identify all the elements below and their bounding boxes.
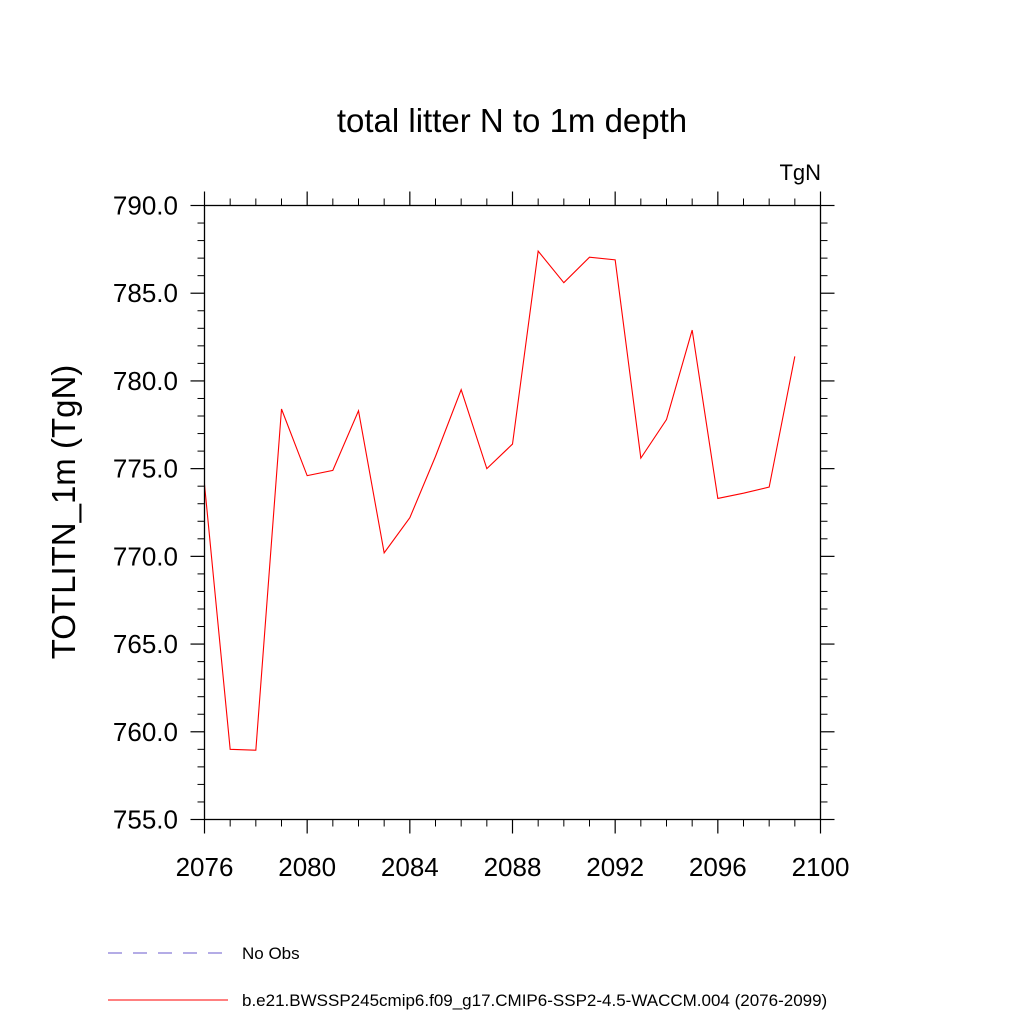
- x-tick-label: 2092: [586, 852, 644, 882]
- x-tick-label: 2096: [689, 852, 747, 882]
- x-tick-label: 2076: [176, 852, 234, 882]
- units-label: TgN: [779, 160, 821, 185]
- y-tick-label: 770.0: [113, 541, 178, 571]
- series-line: [203, 249, 796, 751]
- tick-labels: 2076 2080 2084 2088 2092 2096 2100 755.0 760.0 76…: [113, 191, 850, 883]
- x-tick-label: 2100: [792, 852, 850, 882]
- y-tick-label: 780.0: [113, 366, 178, 396]
- y-tick-label: 765.0: [113, 629, 178, 659]
- legend-label-model: b.e21.BWSSP245cmip6.f09_g17.CMIP6-SSP2-4…: [242, 991, 827, 1010]
- y-tick-label: 790.0: [113, 191, 178, 221]
- legend-label-no-obs: No Obs: [242, 944, 300, 963]
- x-tick-label: 2088: [484, 852, 542, 882]
- y-axis-label: TOTLITN_1m (TgN): [45, 365, 82, 660]
- chart-title: total litter N to 1m depth: [337, 102, 687, 139]
- axis-ticks: [190, 191, 835, 834]
- y-tick-label: 775.0: [113, 454, 178, 484]
- y-tick-label: 760.0: [113, 717, 178, 747]
- x-tick-label: 2084: [381, 852, 439, 882]
- series-lines: [203, 249, 796, 751]
- y-tick-label: 785.0: [113, 278, 178, 308]
- x-tick-label: 2080: [278, 852, 336, 882]
- y-tick-label: 755.0: [113, 805, 178, 835]
- legend: No Obs b.e21.BWSSP245cmip6.f09_g17.CMIP6…: [108, 944, 827, 1010]
- plot-frame: [203, 204, 822, 821]
